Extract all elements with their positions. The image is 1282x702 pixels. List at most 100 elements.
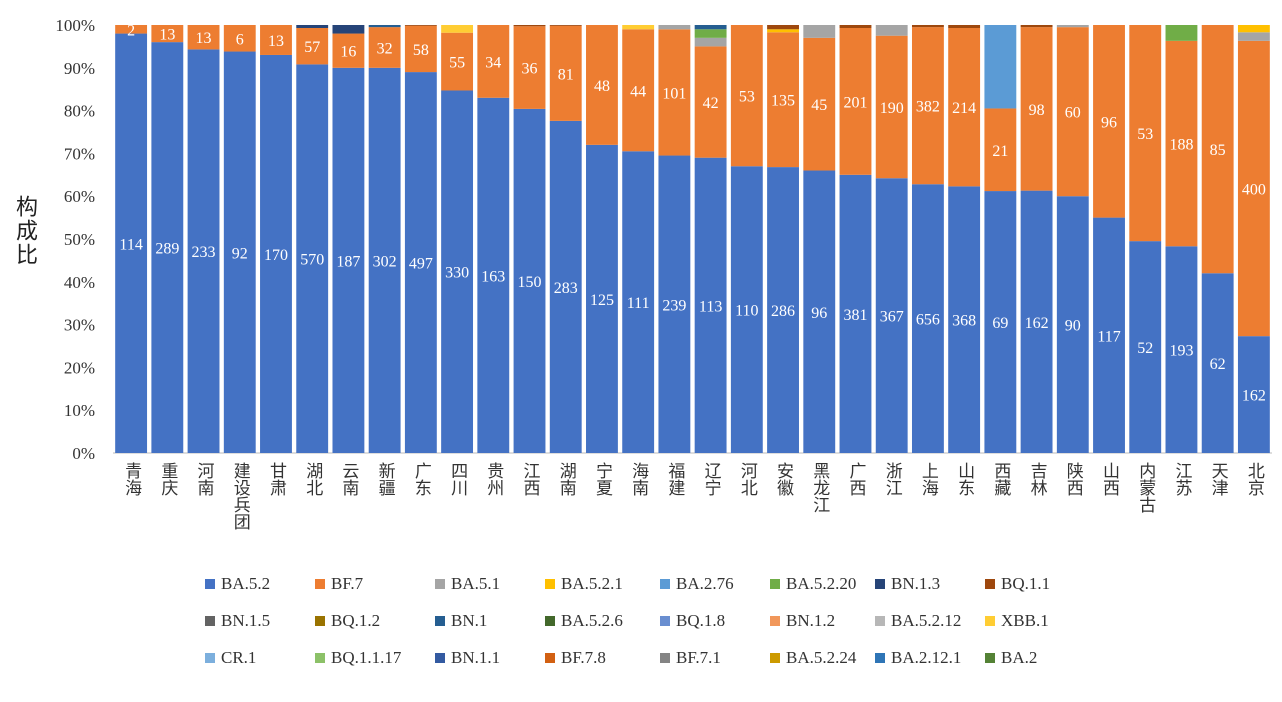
legend-swatch — [875, 579, 885, 589]
x-tick-label: 广西 — [845, 462, 866, 496]
legend-label: BA.5.2.24 — [786, 648, 857, 667]
data-label: 34 — [485, 54, 501, 71]
bar-segment-ba-5-1 — [1237, 32, 1270, 41]
x-tick-label: 重庆 — [157, 462, 178, 496]
data-label: 163 — [481, 268, 505, 285]
bar-segment-ba-5-1 — [694, 37, 727, 47]
legend-item: BA.2.12.1 — [875, 648, 961, 668]
data-label: 36 — [522, 61, 538, 78]
bar-segment-ba-5-2 — [223, 51, 256, 453]
x-tick-label: 青海 — [121, 462, 142, 497]
data-label: 283 — [554, 280, 578, 297]
y-tick-label: 0% — [72, 444, 95, 463]
data-label: 21 — [992, 143, 1008, 160]
bar-segment-bq-1-1 — [549, 25, 582, 26]
legend-label: BN.1.1 — [451, 648, 501, 667]
x-tick-label: 陕西 — [1063, 462, 1083, 496]
legend-swatch — [315, 579, 325, 589]
data-label: 48 — [594, 78, 610, 95]
bar-segment-bf-7 — [368, 27, 401, 68]
x-tick-label: 宁夏 — [592, 462, 613, 496]
data-label: 98 — [1029, 102, 1045, 119]
data-label: 57 — [304, 39, 320, 56]
y-tick-label: 90% — [64, 59, 95, 78]
legend-item: BN.1 — [435, 611, 487, 631]
x-tick-label: 上海 — [918, 462, 939, 497]
legend-item: BF.7.1 — [660, 648, 721, 668]
data-label: 96 — [1101, 114, 1117, 131]
legend-item: CR.1 — [205, 648, 256, 668]
legend-swatch — [435, 616, 445, 626]
legend-swatch — [315, 653, 325, 663]
bar-segment-ba-5-2 — [513, 108, 546, 453]
legend-item: BF.7.8 — [545, 648, 606, 668]
bar-segment-ba-2-76 — [984, 25, 1017, 109]
x-tick-label: 黑龙江 — [809, 462, 830, 513]
legend-swatch — [985, 653, 995, 663]
x-tick-label: 海南 — [628, 462, 649, 496]
bar-segment-bq-1-1 — [911, 25, 944, 28]
legend-item: BN.1.5 — [205, 611, 270, 631]
data-label: 32 — [377, 40, 393, 57]
bar-segment-ba-5-2 — [622, 151, 655, 453]
legend-item: BF.7 — [315, 574, 363, 594]
bar-segment-ba-5-2-20 — [1165, 25, 1198, 41]
legend-swatch — [205, 653, 215, 663]
legend-label: BF.7.8 — [561, 648, 606, 667]
bar-segment-bf-7 — [404, 25, 437, 73]
bar-segment-bf-7 — [223, 25, 256, 52]
legend-swatch — [205, 579, 215, 589]
x-tick-label: 安徽 — [773, 462, 794, 496]
data-label: 286 — [771, 303, 795, 320]
data-label: 330 — [445, 265, 469, 282]
bar-segment-ba-5-2 — [911, 184, 944, 453]
bar-segment-ba-5-2 — [260, 54, 292, 454]
legend-swatch — [435, 579, 445, 589]
data-label: 92 — [232, 245, 248, 262]
bar-segment-bq-1-1 — [1020, 25, 1053, 28]
bar-segment-ba-5-1 — [658, 25, 691, 30]
legend-item: BQ.1.1 — [985, 574, 1050, 594]
bar-segment-bf-7 — [332, 33, 365, 68]
data-label: 53 — [739, 89, 755, 106]
data-label: 570 — [300, 252, 324, 269]
bar-segment-bf-7 — [296, 27, 329, 65]
legend-label: BA.5.2.1 — [561, 574, 623, 593]
bar-segment-ba-5-2 — [115, 33, 148, 454]
bar-segment-bf-7 — [151, 25, 184, 43]
data-label: 58 — [413, 42, 429, 59]
legend-label: BA.5.1 — [451, 574, 501, 593]
bar-segment-bf-7 — [115, 25, 148, 34]
stacked-bar-chart: 0% 10% 20% 30% 40% 50% 60% 70% 80% 90% 100% 114 2 青海 2… — [55, 16, 1272, 530]
bar-segment-ba-5-2 — [1056, 196, 1089, 453]
x-tick-label: 四川 — [447, 462, 468, 496]
x-tick-label: 西藏 — [990, 462, 1011, 497]
legend-swatch — [770, 616, 780, 626]
data-label: 289 — [155, 241, 179, 258]
bar-segment-ba-5-2 — [1237, 336, 1270, 453]
data-label: 111 — [627, 295, 650, 312]
data-label: 55 — [449, 55, 465, 72]
bar-segment-ba-5-2 — [694, 157, 727, 453]
bar-segment-bn-1 — [694, 25, 727, 30]
y-tick-label: 40% — [64, 273, 95, 292]
bar-segment-bf-7 — [513, 26, 546, 109]
bar-segment-bf-7 — [1020, 27, 1053, 191]
data-label: 6 — [236, 31, 244, 48]
data-label: 2 — [127, 22, 135, 39]
bar-segment-ba-5-2-20 — [694, 29, 727, 38]
legend-label: BQ.1.8 — [676, 611, 726, 630]
bar-segment-ba-5-2 — [549, 120, 582, 453]
bar-segment-ba-5-2 — [1165, 246, 1198, 453]
legend-label: BF.7 — [331, 574, 364, 593]
data-label: 381 — [843, 307, 867, 324]
legend-swatch — [435, 653, 445, 663]
legend-swatch — [875, 653, 885, 663]
legend-label: BA.5.2 — [221, 574, 271, 593]
legend-item: BA.5.2 — [205, 574, 270, 594]
bar-segment-ba-5-2 — [1129, 241, 1162, 453]
legend-item: BN.1.1 — [435, 648, 500, 668]
bar-segment-bn-1-3 — [332, 25, 365, 34]
bar-segment-bf-7 — [694, 46, 727, 158]
legend-label: BN.1.5 — [221, 611, 271, 630]
